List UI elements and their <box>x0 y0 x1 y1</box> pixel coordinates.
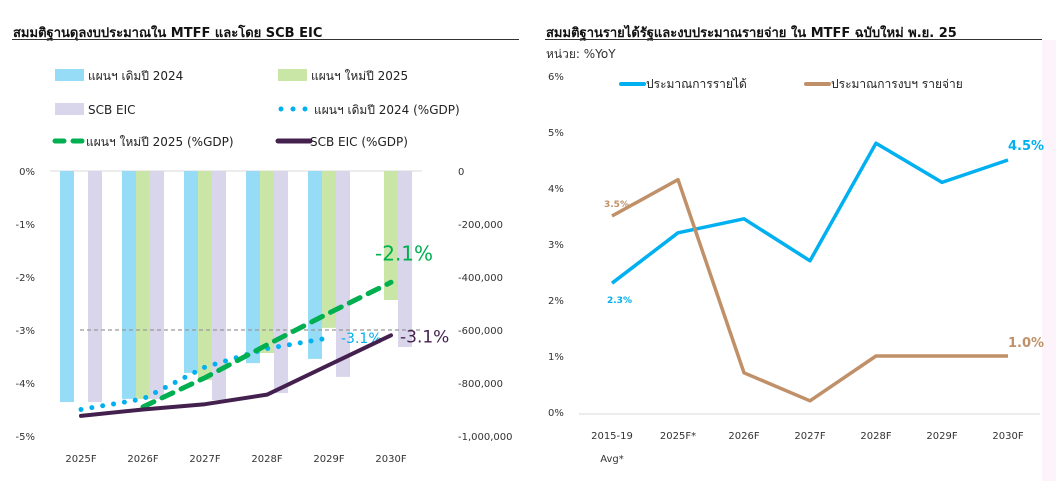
y-tick: 4% <box>548 184 564 195</box>
x-tick: 2015-19 <box>591 431 633 442</box>
x-tick-sub: Avg* <box>600 454 624 465</box>
left-title-rule <box>12 39 519 40</box>
right-title-rule <box>545 39 1042 40</box>
x-tick: 2028F <box>251 454 282 465</box>
y-left-tick: -3% <box>16 326 35 337</box>
legend-marker <box>302 106 308 112</box>
left-chart: แผนฯ เดิมปี 2024 แผนฯ ใหม่ปี 2025 SCB EIC แ… <box>16 69 513 465</box>
x-tick: 2030F <box>375 454 406 465</box>
x-tick: 2025F* <box>660 431 696 442</box>
legend-label: แผนฯ เดิมปี 2024 <box>88 69 183 83</box>
y-left-tick: -2% <box>16 273 35 284</box>
x-tick: 2026F <box>728 431 759 442</box>
bar-SCB EIC <box>398 171 412 347</box>
bar-แผนฯ เดิมปี 2024 <box>60 171 74 403</box>
x-tick: 2027F <box>794 431 825 442</box>
legend-label: ประมาณการรายได้ <box>646 77 747 91</box>
legend-label: ประมาณการงบฯ รายจ่าย <box>831 77 963 91</box>
bar-แผนฯ เดิมปี 2024 <box>122 171 136 399</box>
legend-label: แผนฯ ใหม่ปี 2025 (%GDP) <box>86 135 234 149</box>
legend-swatch <box>278 69 307 81</box>
bar-แผนฯ ใหม่ปี 2025 <box>198 171 212 381</box>
end-label: -2.1% <box>375 241 433 265</box>
x-tick: 2029F <box>313 454 344 465</box>
y-left-tick: -5% <box>16 432 35 443</box>
left-chart-title: สมมติฐานดุลงบประมาณใน MTFF และโดย SCB EI… <box>13 26 323 41</box>
bar-แผนฯ เดิมปี 2024 <box>184 171 198 373</box>
legend-label: SCB EIC <box>88 103 136 117</box>
bar-SCB EIC <box>88 171 102 403</box>
legend-marker <box>278 106 284 112</box>
bar-แผนฯ ใหม่ปี 2025 <box>322 171 336 328</box>
data-label: 4.5% <box>1008 139 1044 154</box>
legend-marker <box>290 106 296 112</box>
line-แผนฯ ใหม่ปี 2025 (%GDP) <box>140 279 394 410</box>
bar-SCB EIC <box>212 171 226 400</box>
x-tick: 2027F <box>189 454 220 465</box>
legend-swatch <box>55 103 84 115</box>
y-tick: 1% <box>548 352 564 363</box>
line-SCB EIC (%GDP) <box>79 333 393 418</box>
y-tick: 5% <box>548 128 564 139</box>
legend-swatch <box>55 69 84 81</box>
y-right-tick: -400,000 <box>458 273 503 284</box>
bar-แผนฯ ใหม่ปี 2025 <box>384 171 398 301</box>
y-left-tick: -1% <box>16 220 35 231</box>
edge-strip <box>1042 40 1056 481</box>
y-right-tick: -800,000 <box>458 379 503 390</box>
legend-label: แผนฯ เดิมปี 2024 (%GDP) <box>314 103 460 117</box>
line-ประมาณการงบฯ รายจ่าย <box>611 177 1008 403</box>
right-chart-title: สมมติฐานรายได้รัฐและงบประมาณรายจ่าย ใน M… <box>546 26 957 41</box>
bar-แผนฯ ใหม่ปี 2025 <box>260 171 274 354</box>
bar-SCB EIC <box>336 171 350 377</box>
end-label: -3.1% <box>400 327 449 347</box>
line-แผนฯ เดิมปี 2024 (%GDP) <box>78 335 332 412</box>
x-tick: 2028F <box>860 431 891 442</box>
line-ประมาณการรายได้ <box>610 141 1009 285</box>
bar-SCB EIC <box>150 171 164 399</box>
y-tick: 3% <box>548 240 564 251</box>
data-label: 3.5% <box>604 200 629 210</box>
right-chart-unit: หน่วย: %YoY <box>546 47 616 61</box>
y-left-tick: -4% <box>16 379 35 390</box>
y-left-tick: 0% <box>19 167 35 178</box>
legend-label: แผนฯ ใหม่ปี 2025 <box>311 69 408 83</box>
y-tick: 6% <box>548 72 564 83</box>
y-tick: 2% <box>548 296 564 307</box>
x-tick: 2030F <box>992 431 1023 442</box>
x-tick: 2025F <box>65 454 96 465</box>
bar-แผนฯ เดิมปี 2024 <box>308 171 322 359</box>
data-label: 1.0% <box>1008 336 1044 351</box>
x-tick: 2026F <box>127 454 158 465</box>
y-tick: 0% <box>548 408 564 419</box>
y-right-tick: 0 <box>458 167 464 178</box>
data-label: 2.3% <box>607 296 632 306</box>
bar-แผนฯ ใหม่ปี 2025 <box>136 171 150 399</box>
x-tick: 2029F <box>926 431 957 442</box>
y-right-tick: -1,000,000 <box>458 432 513 443</box>
legend-label: SCB EIC (%GDP) <box>310 135 408 149</box>
bar-แผนฯ เดิมปี 2024 <box>246 171 260 364</box>
y-right-tick: -200,000 <box>458 220 503 231</box>
y-right-tick: -600,000 <box>458 326 503 337</box>
